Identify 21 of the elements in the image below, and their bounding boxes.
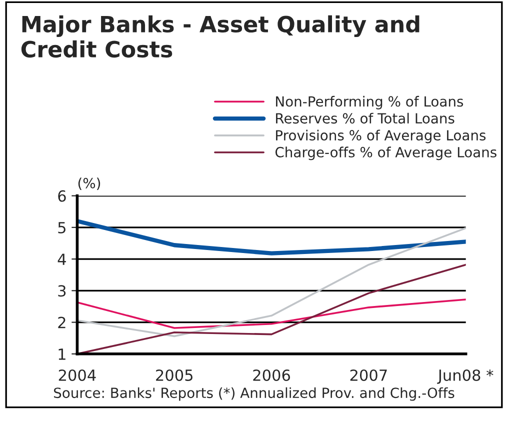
legend-label: Reserves % of Total Loans (276, 112, 454, 124)
y-tick-label: 2 (58, 316, 66, 328)
y-tick-label: 4 (58, 254, 66, 265)
line-series (77, 219, 466, 256)
y-tick-label: 6 (58, 190, 66, 202)
x-tick-label: Jun08 * (437, 369, 494, 384)
x-tick-label: 2005 (156, 369, 192, 382)
y-tick-label: 5 (58, 222, 66, 234)
y-axis-title: (%) (78, 178, 100, 190)
chart-title: Major Banks - Asset Quality and Credit Costs (21, 15, 420, 58)
line-series (77, 298, 466, 329)
source-note: Source: Banks' Reports (*) Annualized Prov. and Chg.-Offs (54, 387, 454, 401)
y-tick-label: 3 (58, 285, 66, 297)
x-tick-label: 2007 (350, 369, 387, 382)
line-series (77, 227, 466, 338)
y-tick-label: 1 (58, 348, 66, 360)
x-tick-label: 2004 (58, 369, 96, 382)
legend-label: Provisions % of Average Loans (276, 130, 486, 144)
legend-label: Non-Performing % of Loans (276, 96, 464, 110)
legend-label: Charge-offs % of Average Loans (275, 146, 496, 160)
x-tick-label: 2006 (253, 369, 290, 382)
